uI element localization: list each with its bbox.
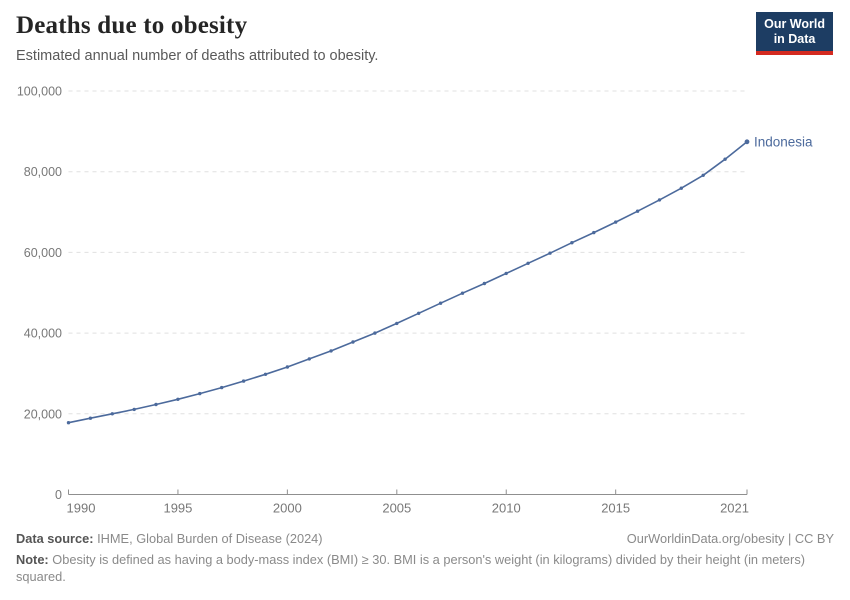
footer-sources-row: Data source: IHME, Global Burden of Dise… — [16, 531, 834, 549]
data-point-2019 — [701, 173, 705, 177]
y-tick-label-100000: 100,000 — [17, 85, 62, 99]
data-point-2020 — [723, 157, 727, 161]
data-point-2006 — [417, 311, 421, 315]
chart-footer: Data source: IHME, Global Burden of Dise… — [16, 531, 834, 585]
data-point-2008 — [460, 291, 465, 295]
chart-subtitle: Estimated annual number of deaths attrib… — [16, 47, 379, 64]
x-tick-label-2000: 2000 — [273, 501, 302, 516]
data-point-1991 — [88, 416, 93, 420]
data-point-1990 — [66, 421, 71, 425]
data-point-2014 — [592, 230, 596, 235]
data-point-2004 — [373, 331, 377, 335]
x-tick-label-2010: 2010 — [492, 501, 521, 516]
x-tick-label-1995: 1995 — [163, 501, 192, 516]
data-point-1992 — [110, 412, 115, 416]
data-point-2017 — [657, 198, 662, 202]
data-point-2013 — [570, 241, 574, 245]
data-point-2003 — [351, 340, 355, 344]
data-source-text: IHME, Global Burden of Disease (2024) — [93, 531, 323, 546]
data-point-2021 — [744, 139, 750, 145]
data-point-1995 — [176, 397, 180, 401]
data-point-1999 — [263, 372, 268, 376]
y-tick-label-20000: 20,000 — [24, 407, 62, 421]
data-source-line: Data source: IHME, Global Burden of Dise… — [16, 531, 323, 548]
data-point-2015 — [614, 220, 618, 224]
line-chart: 0 20,000 40,000 60,000 80,000 100,000 1990 1995… — [17, 85, 813, 516]
data-point-2002 — [329, 349, 333, 353]
owid-license-link[interactable]: OurWorldinData.org/obesity | CC BY — [626, 531, 834, 546]
note-label: Note: — [16, 552, 49, 567]
series-label-indonesia: Indonesia — [754, 134, 813, 149]
chart-title: Deaths due to obesity — [16, 12, 248, 39]
data-point-2018 — [679, 186, 683, 190]
data-point-1994 — [154, 402, 158, 407]
owid-logo-line2: in Data — [773, 32, 816, 46]
data-point-1998 — [241, 379, 246, 383]
data-point-2007 — [438, 301, 443, 305]
data-point-1997 — [220, 385, 224, 390]
y-tick-label-40000: 40,000 — [24, 327, 62, 341]
x-tick-label-2005: 2005 — [382, 501, 411, 516]
data-point-2011 — [526, 261, 530, 265]
data-point-2000 — [285, 365, 290, 369]
data-point-2005 — [395, 321, 399, 326]
data-point-2009 — [482, 281, 487, 286]
chart-header: Deaths due to obesity Estimated annual n… — [16, 12, 756, 64]
data-point-2012 — [548, 251, 552, 255]
x-tick-label-2015: 2015 — [601, 501, 630, 516]
data-point-2010 — [504, 271, 508, 276]
line-indonesia — [68, 141, 748, 424]
owid-logo-line1: Our World — [764, 17, 825, 31]
x-tick-label-2021: 2021 — [720, 501, 749, 516]
data-source-label: Data source: — [16, 531, 94, 546]
footer-note: Note: Obesity is defined as having a bod… — [16, 552, 834, 585]
y-tick-label-0: 0 — [55, 488, 62, 502]
data-point-1993 — [132, 407, 136, 412]
data-point-1996 — [198, 391, 202, 396]
note-text: Obesity is defined as having a body-mass… — [16, 552, 805, 584]
x-tick-label-1990: 1990 — [67, 501, 96, 516]
owid-logo[interactable]: Our World in Data — [756, 12, 833, 55]
data-point-2016 — [635, 209, 640, 213]
y-tick-label-60000: 60,000 — [24, 246, 62, 260]
y-tick-label-80000: 80,000 — [24, 165, 62, 179]
data-point-2001 — [307, 357, 311, 361]
